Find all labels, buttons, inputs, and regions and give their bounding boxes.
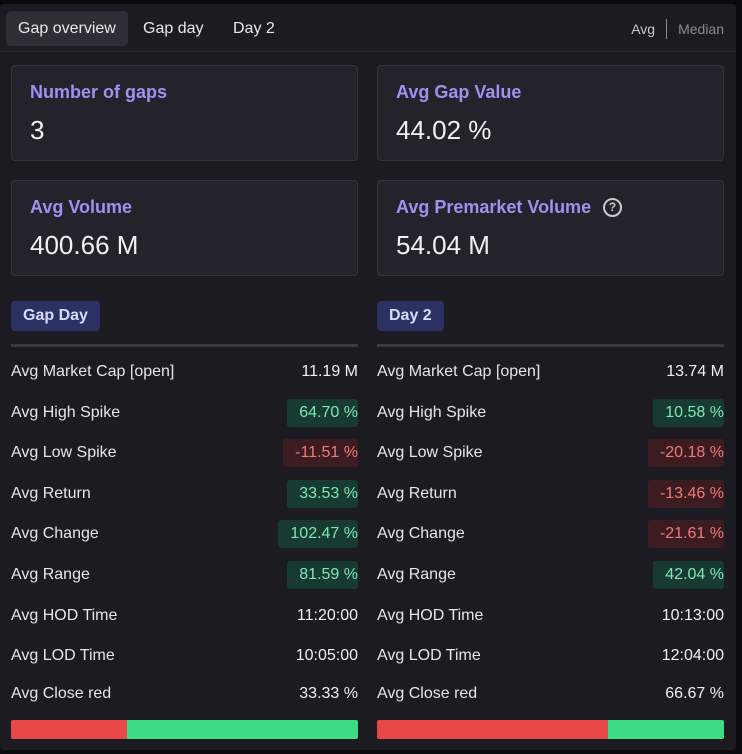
stat-label: Avg Close red [11, 685, 112, 702]
stat-row: Avg Range 81.59 % [11, 560, 358, 590]
card-value: 3 [30, 115, 45, 145]
stat-row: Avg High Spike 64.70 % [11, 398, 358, 428]
stat-row: Avg Range 42.04 % [377, 560, 724, 590]
stat-label: Avg Return [377, 485, 457, 502]
stat-label: Avg Change [377, 525, 465, 542]
stat-value: -21.61 % [647, 520, 724, 548]
close-red-fill [377, 720, 609, 739]
stat-value: 102.47 % [278, 520, 358, 548]
stat-row: Avg Close red 66.67 % [377, 679, 724, 709]
stat-label: Avg High Spike [377, 404, 487, 421]
stat-row: Avg Low Spike -11.51 % [11, 438, 358, 468]
avg-volume-card: Avg Volume 400.66 M [11, 180, 358, 276]
close-red-bar [377, 720, 724, 739]
avg-gap-value-card: Avg Gap Value 44.02 % [377, 65, 724, 161]
card-label: Avg Volume [30, 197, 133, 217]
tab-day-2[interactable]: Day 2 [233, 20, 275, 37]
stat-row: Avg HOD Time 10:13:00 [377, 601, 724, 631]
stat-row: Avg Low Spike -20.18 % [377, 438, 724, 468]
stat-value: 81.59 % [287, 561, 358, 589]
stat-label: Avg HOD Time [377, 607, 484, 624]
stat-label: Avg Range [11, 566, 90, 583]
stat-value: 64.70 % [287, 399, 358, 427]
card-value: 44.02 % [396, 115, 492, 145]
toggle-divider [666, 19, 668, 39]
close-green-fill [608, 720, 724, 739]
stat-value: 66.67 % [665, 685, 724, 702]
day-2-badge: Day 2 [377, 301, 444, 331]
card-label: Avg Premarket Volume ? [396, 197, 623, 218]
stat-value: 11.19 M [301, 363, 358, 380]
stat-value: -13.46 % [647, 480, 724, 508]
stat-value: -11.51 % [283, 439, 358, 467]
card-label: Avg Gap Value [396, 82, 522, 102]
avg-median-toggle: Avg Median [631, 18, 724, 40]
stat-value: 33.33 % [299, 685, 358, 702]
stat-label: Avg Return [11, 485, 91, 502]
close-green-fill [126, 720, 358, 739]
close-red-bar [11, 720, 358, 739]
stat-label: Avg Range [377, 566, 456, 583]
stat-label: Avg Low Spike [11, 444, 117, 461]
tab-gap-day[interactable]: Gap day [143, 20, 204, 37]
stat-label: Avg Low Spike [377, 444, 483, 461]
avg-premarket-volume-card: Avg Premarket Volume ? 54.04 M [377, 180, 724, 276]
tab-gap-overview[interactable]: Gap overview [6, 11, 128, 46]
stat-label: Avg LOD Time [11, 647, 115, 664]
stat-label: Avg Close red [377, 685, 478, 702]
stat-label: Avg Change [11, 525, 99, 542]
stat-row: Avg LOD Time 12:04:00 [377, 641, 724, 671]
help-icon[interactable]: ? [603, 198, 623, 217]
card-value: 400.66 M [30, 230, 139, 260]
stat-row: Avg HOD Time 11:20:00 [11, 601, 358, 631]
stat-label: Avg HOD Time [11, 607, 118, 624]
stat-row: Avg LOD Time 10:05:00 [11, 641, 358, 671]
stat-row: Avg Market Cap [open] 13.74 M [377, 357, 724, 387]
stat-row: Avg High Spike 10.58 % [377, 398, 724, 428]
stat-value: 10:13:00 [661, 607, 724, 624]
day-2-section: Day 2 Avg Market Cap [open] 13.74 M Avg Hi… [377, 301, 724, 739]
stat-label: Avg Market Cap [open] [11, 363, 175, 380]
number-of-gaps-card: Number of gaps 3 [11, 65, 358, 161]
stat-value: 33.53 % [287, 480, 358, 508]
stat-value: 13.74 M [666, 363, 724, 380]
stat-value: 10.58 % [653, 399, 724, 427]
close-red-fill [11, 720, 127, 739]
section-divider [11, 344, 358, 347]
stat-label: Avg LOD Time [377, 647, 481, 664]
gap-day-badge: Gap Day [11, 301, 100, 331]
section-divider [377, 344, 724, 347]
card-label: Number of gaps [30, 82, 168, 102]
stat-row: Avg Close red 33.33 % [11, 679, 358, 709]
tab-bar: Gap overview Gap day Day 2 Avg Median [0, 4, 736, 52]
gap-day-section: Gap Day Avg Market Cap [open] 11.19 M Avg … [11, 301, 358, 739]
stat-row: Avg Change -21.61 % [377, 519, 724, 549]
stat-row: Avg Return -13.46 % [377, 479, 724, 509]
stat-value: 10:05:00 [295, 647, 358, 664]
stat-label: Avg Market Cap [open] [377, 363, 541, 380]
card-value: 54.04 M [396, 230, 490, 260]
stat-row: Avg Change 102.47 % [11, 519, 358, 549]
stat-value: 12:04:00 [661, 647, 724, 664]
stat-value: -20.18 % [647, 439, 724, 467]
stat-label: Avg High Spike [11, 404, 121, 421]
gap-overview-panel: Gap overview Gap day Day 2 Avg Median Nu… [0, 4, 736, 750]
avg-option[interactable]: Avg [631, 21, 656, 37]
median-option[interactable]: Median [678, 21, 724, 37]
stat-row: Avg Return 33.53 % [11, 479, 358, 509]
stat-row: Avg Market Cap [open] 11.19 M [11, 357, 358, 387]
stat-value: 11:20:00 [296, 607, 358, 624]
stat-value: 42.04 % [653, 561, 724, 589]
